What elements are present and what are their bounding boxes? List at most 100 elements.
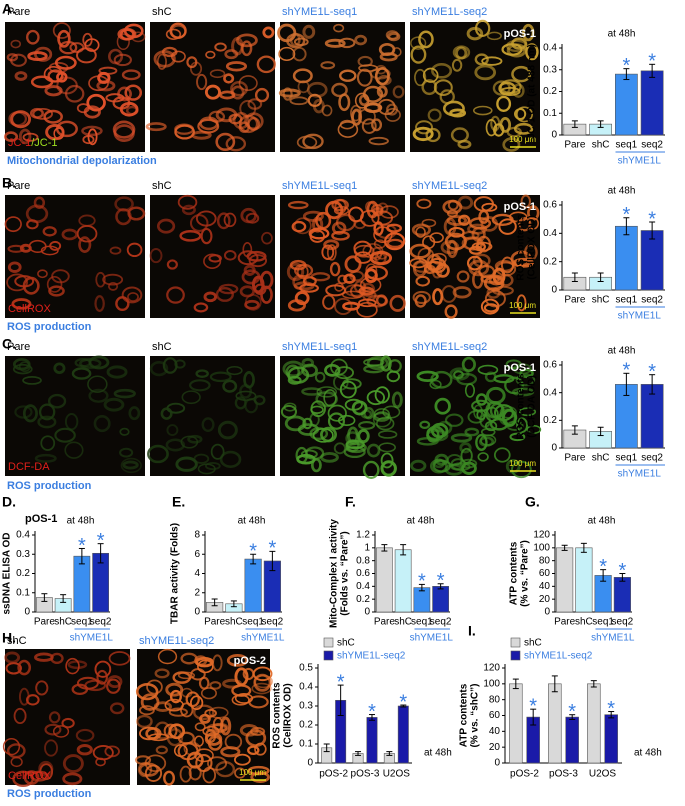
cell: [277, 23, 297, 43]
cell: [188, 765, 202, 781]
y-tick-label: 0: [307, 758, 313, 769]
cell: [127, 292, 139, 302]
cell: [418, 30, 434, 49]
x-tick-label: seq2: [641, 295, 663, 306]
cell: [419, 420, 431, 430]
cell: [292, 46, 307, 62]
group-label: shYME1L: [591, 633, 635, 644]
x-tick-label: pOS-3: [549, 769, 578, 780]
cell: [309, 427, 329, 441]
cell: [515, 373, 536, 387]
y-tick-label: 0.2: [543, 86, 557, 97]
cell: [449, 367, 470, 381]
cell: [484, 420, 498, 432]
cell: [506, 420, 524, 431]
caption: ROS production: [7, 788, 92, 800]
group-label: shYME1L: [410, 633, 454, 644]
cell: [282, 87, 293, 101]
cell: [244, 397, 258, 414]
cell: [366, 390, 386, 406]
cell: [505, 459, 521, 474]
cell: [361, 118, 377, 134]
y-tick-label: 20: [489, 742, 501, 753]
y-tick-label: 40: [489, 726, 501, 737]
caption: Mitochondrial depolarization: [7, 155, 157, 167]
cell: [146, 679, 163, 695]
cell: [17, 659, 32, 676]
cell: [363, 407, 375, 420]
cell: [366, 294, 389, 308]
cell: [217, 420, 238, 440]
stain-text: CellROX: [8, 303, 51, 315]
cell: [205, 50, 216, 59]
cell: [365, 263, 378, 279]
cell: [461, 356, 476, 373]
significance: *: [399, 691, 407, 713]
cell: [22, 276, 40, 295]
cell: [18, 128, 32, 145]
cell: [234, 667, 249, 687]
cell: [10, 110, 32, 129]
cell: [297, 80, 310, 94]
x-tick-label: seq2: [262, 617, 284, 628]
cell: [113, 388, 136, 399]
y-tick-label: 0: [551, 443, 557, 454]
significance: *: [418, 571, 426, 593]
y-tick-label: 100: [533, 542, 550, 553]
cell: [18, 361, 31, 373]
cell: [231, 694, 250, 706]
cell: [226, 365, 243, 376]
cell: [233, 753, 251, 766]
cell: [200, 687, 217, 700]
cell: [358, 421, 376, 430]
cell: [98, 66, 118, 75]
cell: [481, 56, 503, 66]
image-label: shYME1L-seq2: [412, 6, 487, 18]
cell: [156, 53, 167, 70]
bar: [565, 716, 579, 764]
cell: [165, 28, 182, 40]
cell: [476, 235, 491, 253]
cell-line: pOS-1: [504, 201, 536, 213]
significance: *: [599, 556, 607, 578]
y-axis-label: ROS contents: [516, 214, 527, 281]
cell: [433, 79, 453, 96]
cell: [25, 694, 40, 706]
cell: [324, 38, 346, 48]
cell: [51, 269, 70, 284]
x-tick-label: Pare: [204, 617, 226, 628]
significance: *: [249, 541, 257, 563]
cell: [444, 304, 458, 319]
group-label: shYME1L: [618, 311, 662, 322]
cell: [149, 248, 163, 264]
cell: [54, 55, 77, 70]
cell: [177, 194, 198, 210]
y-tick-label: 8: [194, 530, 200, 541]
annotation: at 48h: [424, 748, 452, 759]
cell: [106, 365, 128, 379]
cell: [28, 239, 47, 254]
x-tick-label: shC: [592, 140, 610, 151]
cell: [33, 196, 46, 209]
annotation: at 48h: [608, 186, 636, 197]
cell: [170, 50, 186, 63]
cell: [197, 118, 220, 134]
cell: [474, 53, 489, 66]
cell: [496, 95, 512, 112]
cell: [368, 136, 389, 146]
cell: [334, 297, 353, 316]
cell: [385, 30, 399, 40]
cell: [55, 120, 78, 138]
group-label: shYME1L: [618, 469, 662, 480]
cell: [334, 282, 344, 292]
cell: [302, 276, 317, 287]
cell: [45, 123, 65, 141]
cell: [310, 405, 324, 414]
cell: [389, 294, 406, 312]
cell: [527, 205, 540, 221]
cell: [480, 427, 496, 437]
cell: [474, 64, 497, 81]
scale-bar-label: 100 μm: [239, 768, 266, 777]
bar: [613, 577, 631, 613]
cell: [64, 413, 79, 431]
